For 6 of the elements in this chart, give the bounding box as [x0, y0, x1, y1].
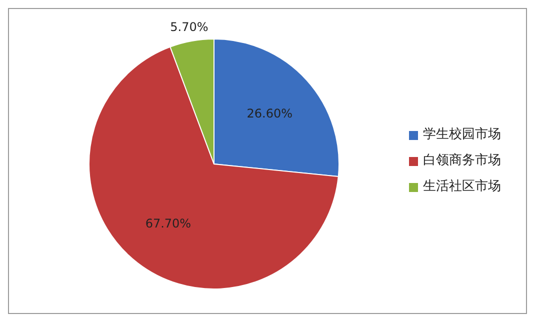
- legend-label: 生活社区市场: [423, 178, 501, 196]
- data-label: 5.70%: [170, 20, 208, 34]
- data-label: 67.70%: [145, 216, 192, 230]
- legend-label: 白领商务市场: [423, 152, 501, 170]
- data-label: 26.60%: [246, 106, 293, 121]
- legend-label: 学生校园市场: [423, 126, 501, 144]
